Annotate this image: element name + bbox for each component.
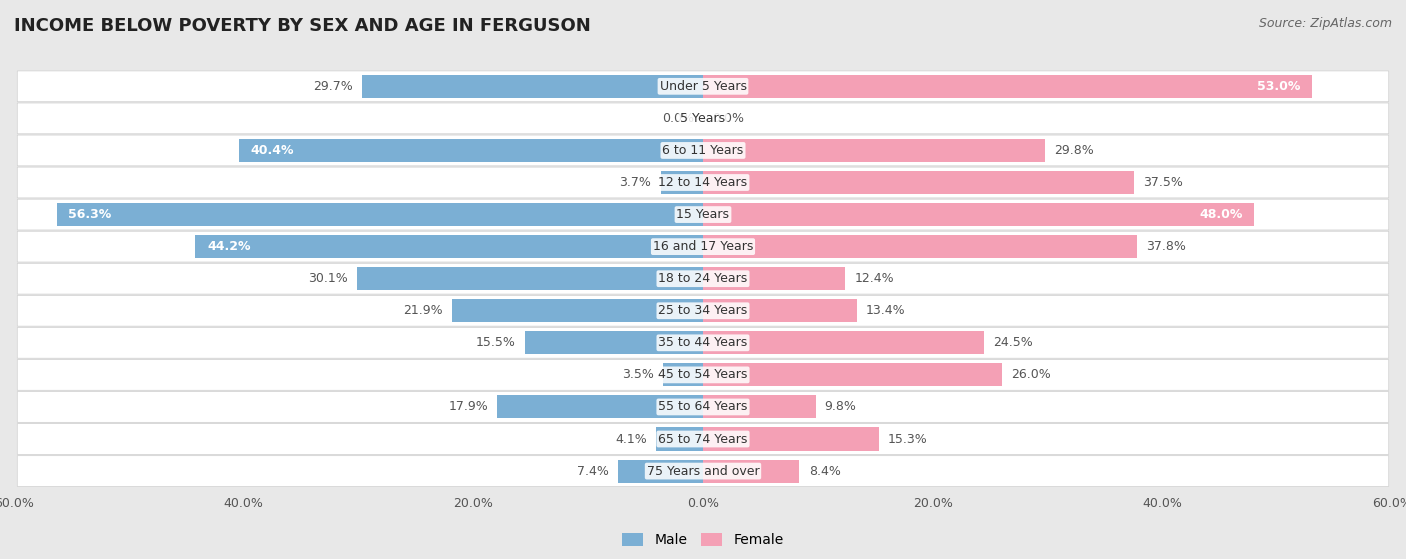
FancyBboxPatch shape: [17, 199, 1389, 230]
FancyBboxPatch shape: [17, 328, 1389, 358]
FancyBboxPatch shape: [17, 231, 1389, 262]
Text: 45 to 54 Years: 45 to 54 Years: [658, 368, 748, 381]
Text: 25 to 34 Years: 25 to 34 Years: [658, 304, 748, 318]
Text: 53.0%: 53.0%: [1257, 80, 1301, 93]
Text: 15 Years: 15 Years: [676, 208, 730, 221]
Text: 30.1%: 30.1%: [308, 272, 349, 285]
Bar: [703, 235, 1137, 258]
Bar: [703, 299, 856, 323]
FancyBboxPatch shape: [17, 103, 1389, 134]
Bar: [703, 459, 800, 482]
FancyBboxPatch shape: [17, 135, 1389, 166]
Bar: [195, 235, 703, 258]
Text: 3.5%: 3.5%: [621, 368, 654, 381]
Text: 56.3%: 56.3%: [67, 208, 111, 221]
Text: 13.4%: 13.4%: [866, 304, 905, 318]
Text: 55 to 64 Years: 55 to 64 Years: [658, 400, 748, 414]
Text: 29.8%: 29.8%: [1054, 144, 1094, 157]
Bar: [703, 363, 1001, 386]
FancyBboxPatch shape: [17, 167, 1389, 198]
Text: 15.5%: 15.5%: [477, 337, 516, 349]
Text: 37.8%: 37.8%: [1146, 240, 1187, 253]
Text: 4.1%: 4.1%: [614, 433, 647, 446]
Text: Source: ZipAtlas.com: Source: ZipAtlas.com: [1258, 17, 1392, 30]
Text: 15.3%: 15.3%: [887, 433, 928, 446]
FancyBboxPatch shape: [17, 456, 1389, 486]
Bar: [239, 139, 703, 162]
Text: 6 to 11 Years: 6 to 11 Years: [662, 144, 744, 157]
Bar: [619, 459, 703, 482]
Text: 17.9%: 17.9%: [449, 400, 488, 414]
Text: 9.8%: 9.8%: [825, 400, 856, 414]
Text: 26.0%: 26.0%: [1011, 368, 1050, 381]
Text: 7.4%: 7.4%: [576, 465, 609, 477]
Text: 40.4%: 40.4%: [250, 144, 294, 157]
Bar: [357, 267, 703, 290]
Text: 24.5%: 24.5%: [994, 337, 1033, 349]
Text: 5 Years: 5 Years: [681, 112, 725, 125]
Legend: Male, Female: Male, Female: [617, 528, 789, 553]
FancyBboxPatch shape: [17, 263, 1389, 294]
Text: 16 and 17 Years: 16 and 17 Years: [652, 240, 754, 253]
Bar: [703, 203, 1254, 226]
Text: 48.0%: 48.0%: [1199, 208, 1243, 221]
Bar: [361, 75, 703, 98]
Text: 37.5%: 37.5%: [1143, 176, 1182, 189]
Bar: [703, 428, 879, 451]
Bar: [703, 331, 984, 354]
Bar: [661, 171, 703, 194]
Text: 12 to 14 Years: 12 to 14 Years: [658, 176, 748, 189]
Bar: [703, 75, 1312, 98]
Text: 0.0%: 0.0%: [713, 112, 744, 125]
Bar: [703, 267, 845, 290]
Text: 8.4%: 8.4%: [808, 465, 841, 477]
Text: 12.4%: 12.4%: [855, 272, 894, 285]
Bar: [662, 363, 703, 386]
Bar: [524, 331, 703, 354]
FancyBboxPatch shape: [17, 391, 1389, 423]
Bar: [498, 395, 703, 419]
FancyBboxPatch shape: [17, 424, 1389, 454]
FancyBboxPatch shape: [17, 295, 1389, 326]
Text: 35 to 44 Years: 35 to 44 Years: [658, 337, 748, 349]
Text: 75 Years and over: 75 Years and over: [647, 465, 759, 477]
FancyBboxPatch shape: [17, 71, 1389, 102]
Bar: [703, 395, 815, 419]
FancyBboxPatch shape: [17, 359, 1389, 390]
Text: 18 to 24 Years: 18 to 24 Years: [658, 272, 748, 285]
Bar: [657, 428, 703, 451]
Text: Under 5 Years: Under 5 Years: [659, 80, 747, 93]
Bar: [451, 299, 703, 323]
Text: 29.7%: 29.7%: [314, 80, 353, 93]
Bar: [703, 139, 1045, 162]
Text: 21.9%: 21.9%: [402, 304, 443, 318]
Text: 65 to 74 Years: 65 to 74 Years: [658, 433, 748, 446]
Bar: [56, 203, 703, 226]
Text: 0.0%: 0.0%: [662, 112, 693, 125]
Bar: [703, 171, 1133, 194]
Text: INCOME BELOW POVERTY BY SEX AND AGE IN FERGUSON: INCOME BELOW POVERTY BY SEX AND AGE IN F…: [14, 17, 591, 35]
Text: 44.2%: 44.2%: [207, 240, 250, 253]
Text: 3.7%: 3.7%: [620, 176, 651, 189]
